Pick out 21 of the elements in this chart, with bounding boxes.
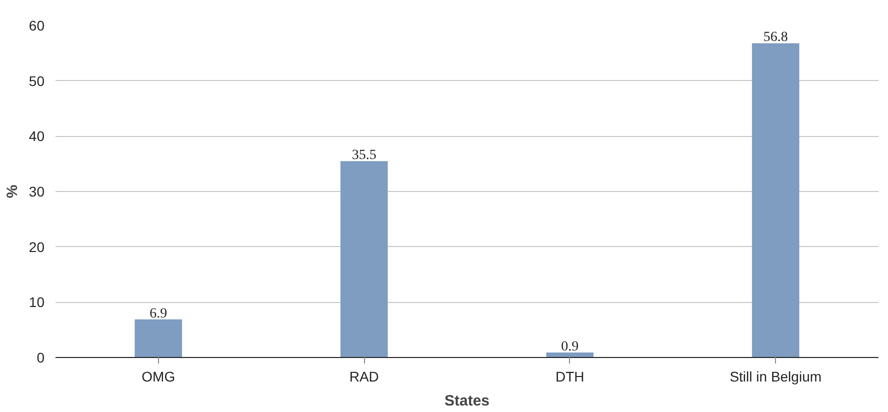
y-tick-label: 10 — [28, 294, 45, 310]
data-label: 56.8 — [763, 30, 788, 46]
x-tick-label: Still in Belgium — [730, 368, 822, 384]
bar — [340, 161, 388, 358]
bar — [546, 352, 594, 358]
x-axis-title: States — [444, 392, 490, 410]
y-tick-label: 50 — [28, 72, 45, 89]
y-tick-label: 20 — [28, 238, 45, 255]
data-label: 0.9 — [561, 340, 579, 355]
x-tick-label: RAD — [349, 368, 379, 384]
bar — [134, 319, 182, 358]
y-tick-label: 60 — [28, 18, 45, 34]
x-tick-label: DTH — [555, 368, 584, 384]
y-tick-label: 0 — [36, 350, 45, 366]
y-tick-label: 30 — [28, 184, 45, 200]
bar — [752, 43, 800, 358]
x-tick-label: OMG — [142, 368, 176, 384]
y-tick-label: 40 — [28, 128, 45, 144]
data-label: 6.9 — [150, 306, 168, 322]
y-axis-title: % — [4, 184, 21, 198]
data-label: 35.5 — [352, 148, 376, 164]
